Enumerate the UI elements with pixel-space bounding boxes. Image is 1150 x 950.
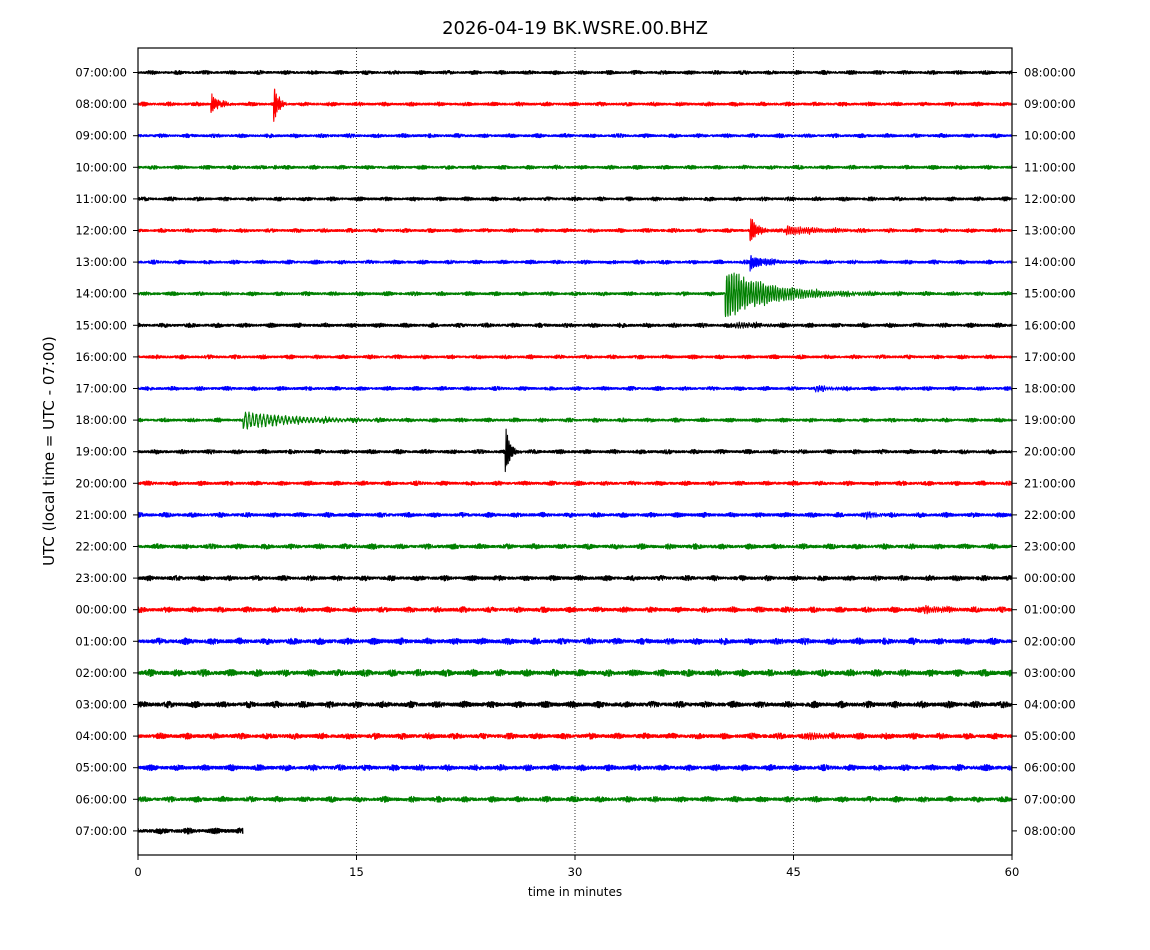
trace-row-14 xyxy=(137,511,1013,520)
left-row-label-5: 12:00:00 xyxy=(75,224,127,238)
left-row-label-4: 11:00:00 xyxy=(75,192,127,206)
right-row-label-3: 11:00:00 xyxy=(1024,160,1076,174)
trace-row-2 xyxy=(137,133,1013,139)
x-tick-label-0: 0 xyxy=(134,865,141,879)
left-row-label-16: 23:00:00 xyxy=(75,571,127,585)
right-row-label-6: 14:00:00 xyxy=(1024,255,1076,269)
left-row-label-3: 10:00:00 xyxy=(75,160,127,174)
right-row-label-7: 15:00:00 xyxy=(1024,287,1076,301)
right-row-label-19: 03:00:00 xyxy=(1024,666,1076,680)
right-row-label-8: 16:00:00 xyxy=(1024,318,1076,332)
trace-row-6 xyxy=(137,254,1013,272)
trace-row-10 xyxy=(137,384,1013,393)
left-row-label-22: 05:00:00 xyxy=(75,761,127,775)
left-row-label-15: 22:00:00 xyxy=(75,540,127,554)
trace-row-7 xyxy=(137,272,1013,318)
left-row-label-11: 18:00:00 xyxy=(75,413,127,427)
left-row-label-7: 14:00:00 xyxy=(75,287,127,301)
trace-row-5 xyxy=(137,218,1013,242)
left-row-label-21: 04:00:00 xyxy=(75,729,127,743)
right-row-label-17: 01:00:00 xyxy=(1024,603,1076,617)
left-axis: 07:00:00 08:00:00 09:00:00 10:00:00 11:00:00… xyxy=(75,66,138,838)
trace-row-23 xyxy=(137,795,1013,803)
right-row-label-2: 10:00:00 xyxy=(1024,129,1076,143)
trace-row-21 xyxy=(137,732,1013,741)
right-row-label-24: 08:00:00 xyxy=(1024,824,1076,838)
right-row-label-16: 00:00:00 xyxy=(1024,571,1076,585)
trace-row-17 xyxy=(137,604,1013,615)
right-row-label-11: 19:00:00 xyxy=(1024,413,1076,427)
left-row-label-17: 00:00:00 xyxy=(75,603,127,617)
trace-row-3 xyxy=(137,164,1013,170)
right-row-label-21: 05:00:00 xyxy=(1024,729,1076,743)
right-row-label-9: 17:00:00 xyxy=(1024,350,1076,364)
right-row-label-0: 08:00:00 xyxy=(1024,66,1076,80)
left-row-label-2: 09:00:00 xyxy=(75,129,127,143)
left-row-label-1: 08:00:00 xyxy=(75,97,127,111)
trace-row-11 xyxy=(137,411,1013,430)
right-axis: 08:00:00 09:00:00 10:00:00 11:00:00 12:00:00… xyxy=(1012,66,1076,838)
left-row-label-23: 06:00:00 xyxy=(75,792,127,806)
left-row-label-10: 17:00:00 xyxy=(75,382,127,396)
left-row-label-6: 13:00:00 xyxy=(75,255,127,269)
right-row-label-12: 20:00:00 xyxy=(1024,445,1076,459)
left-row-label-24: 07:00:00 xyxy=(75,824,127,838)
trace-row-8 xyxy=(137,321,1013,329)
trace-row-16 xyxy=(137,574,1013,582)
trace-row-12 xyxy=(137,428,1013,473)
trace-row-1 xyxy=(137,88,1013,122)
left-row-label-13: 20:00:00 xyxy=(75,476,127,490)
left-row-label-0: 07:00:00 xyxy=(75,66,127,80)
right-row-label-1: 09:00:00 xyxy=(1024,97,1076,111)
right-row-label-15: 23:00:00 xyxy=(1024,540,1076,554)
left-row-label-8: 15:00:00 xyxy=(75,318,127,332)
right-row-label-13: 21:00:00 xyxy=(1024,476,1076,490)
trace-row-4 xyxy=(137,196,1013,202)
trace-row-22 xyxy=(137,763,1013,772)
right-row-label-4: 12:00:00 xyxy=(1024,192,1076,206)
y-axis-label: UTC (local time = UTC - 07:00) xyxy=(40,336,58,566)
left-row-label-12: 19:00:00 xyxy=(75,445,127,459)
trace-row-15 xyxy=(137,543,1013,550)
right-row-label-10: 18:00:00 xyxy=(1024,382,1076,396)
trace-row-19 xyxy=(137,668,1013,678)
left-row-label-19: 02:00:00 xyxy=(75,666,127,680)
right-row-label-18: 02:00:00 xyxy=(1024,634,1076,648)
trace-row-18 xyxy=(137,637,1013,646)
left-row-label-20: 03:00:00 xyxy=(75,698,127,712)
right-row-label-14: 22:00:00 xyxy=(1024,508,1076,522)
right-row-label-20: 04:00:00 xyxy=(1024,698,1076,712)
left-row-label-14: 21:00:00 xyxy=(75,508,127,522)
trace-layer xyxy=(137,69,1013,835)
trace-row-9 xyxy=(137,354,1013,360)
right-row-label-23: 07:00:00 xyxy=(1024,792,1076,806)
trace-row-13 xyxy=(137,480,1013,487)
x-tick-label-2: 30 xyxy=(568,865,583,879)
x-tick-label-3: 45 xyxy=(786,865,801,879)
right-row-label-5: 13:00:00 xyxy=(1024,224,1076,238)
x-tick-label-4: 60 xyxy=(1005,865,1020,879)
x-axis-label: time in minutes xyxy=(528,885,622,899)
left-row-label-9: 16:00:00 xyxy=(75,350,127,364)
trace-row-20 xyxy=(137,700,1013,709)
left-row-label-18: 01:00:00 xyxy=(75,634,127,648)
grid-lines xyxy=(356,48,794,855)
trace-row-0 xyxy=(137,69,1013,76)
x-axis: 0 15 30 45 60 xyxy=(134,855,1019,879)
trace-row-24 xyxy=(137,827,244,835)
x-tick-label-1: 15 xyxy=(349,865,364,879)
chart-title: 2026-04-19 BK.WSRE.00.BHZ xyxy=(442,18,708,39)
right-row-label-22: 06:00:00 xyxy=(1024,761,1076,775)
